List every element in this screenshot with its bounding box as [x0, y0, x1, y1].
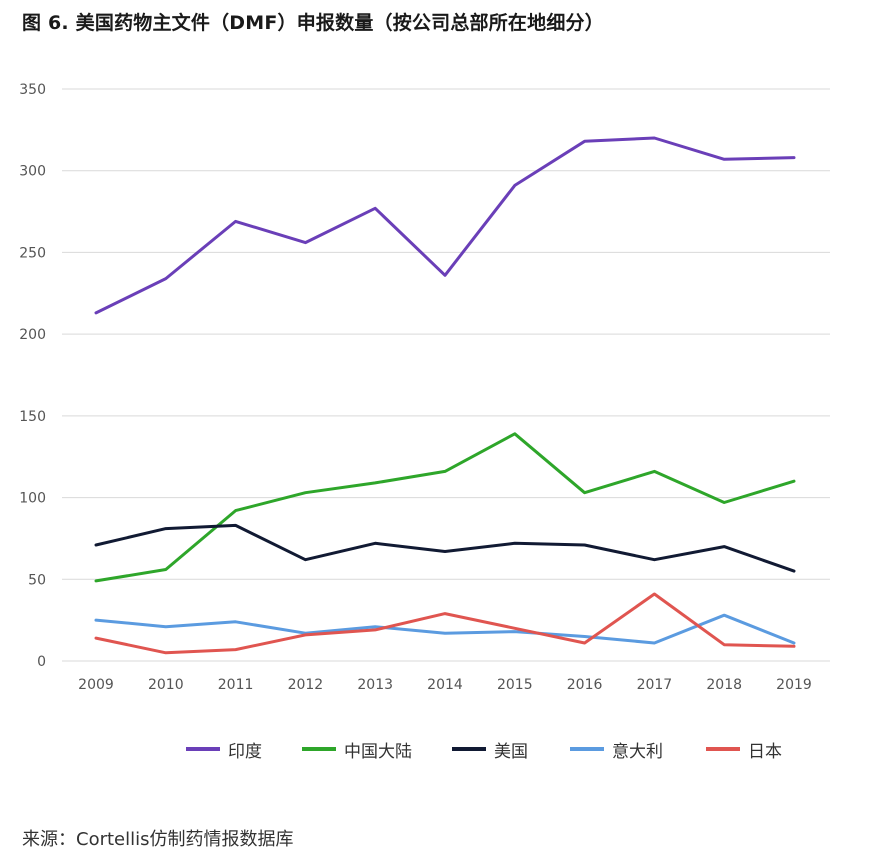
legend-swatch [186, 747, 220, 751]
x-tick-label: 2009 [78, 677, 114, 693]
series-line-1 [94, 432, 796, 583]
legend-label: 日本 [748, 741, 782, 762]
x-tick-label: 2015 [497, 677, 533, 693]
x-axis-ticks: 2009 2010 2011 2012 2013 2014 2015 2016 2017 2018… [78, 677, 812, 693]
y-tick-label: 50 [28, 572, 46, 588]
y-tick-label: 150 [19, 409, 46, 425]
legend-item-china: 中国大陆 [302, 736, 412, 762]
x-tick-label: 2014 [427, 677, 463, 693]
x-tick-label: 2019 [776, 677, 812, 693]
legend-item-india: 印度 [186, 736, 262, 762]
grid-lines [62, 88, 830, 662]
y-tick-label: 350 [19, 82, 46, 98]
series-lines [94, 136, 796, 655]
legend-swatch [570, 747, 604, 751]
x-tick-label: 2013 [357, 677, 393, 693]
x-tick-label: 2010 [148, 677, 184, 693]
legend-label: 意大利 [612, 741, 663, 762]
x-tick-label: 2016 [567, 677, 603, 693]
legend-swatch [302, 747, 336, 751]
x-tick-label: 2018 [706, 677, 742, 693]
legend-label: 美国 [494, 741, 528, 762]
series-line-3 [94, 613, 796, 645]
x-tick-label: 2012 [288, 677, 324, 693]
y-tick-label: 300 [19, 164, 46, 180]
legend-swatch [452, 747, 486, 751]
series-line-4 [94, 592, 796, 655]
legend: 印度 中国大陆 美国 意大利 日本 [0, 736, 876, 762]
chart-title: 图 6. 美国药物主文件（DMF）申报数量（按公司总部所在地细分） [22, 12, 604, 34]
series-line-0 [94, 136, 796, 315]
source-note: 来源：Cortellis仿制药情报数据库 [22, 829, 294, 850]
legend-label: 中国大陆 [344, 741, 412, 762]
legend-item-japan: 日本 [706, 736, 782, 762]
legend-label: 印度 [228, 741, 262, 762]
y-tick-label: 0 [37, 654, 46, 670]
x-tick-label: 2011 [218, 677, 254, 693]
legend-item-italy: 意大利 [570, 736, 663, 762]
legend-swatch [706, 747, 740, 751]
y-tick-label: 200 [19, 327, 46, 343]
y-tick-label: 100 [19, 491, 46, 507]
y-axis-ticks: 0 50 100 150 200 250 300 350 [19, 82, 46, 670]
legend-item-usa: 美国 [452, 736, 528, 762]
y-tick-label: 250 [19, 245, 46, 261]
series-line-2 [94, 523, 796, 573]
x-tick-label: 2017 [637, 677, 673, 693]
